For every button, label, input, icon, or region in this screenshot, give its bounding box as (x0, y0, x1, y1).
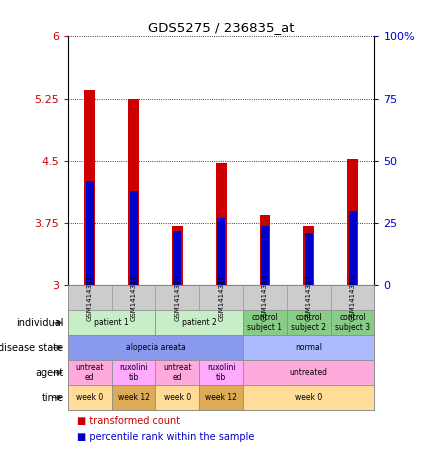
Text: disease state: disease state (0, 342, 64, 353)
Text: alopecia areata: alopecia areata (126, 343, 185, 352)
Text: week 0: week 0 (295, 393, 322, 402)
Text: GSM1414317: GSM1414317 (306, 275, 312, 321)
Text: GSM1414314: GSM1414314 (174, 275, 180, 321)
Bar (261, 226, 269, 285)
Text: GSM1414315: GSM1414315 (218, 275, 224, 321)
Bar (172, 226, 183, 285)
Bar (173, 231, 181, 285)
Bar (349, 211, 357, 285)
Bar (217, 218, 225, 285)
Text: normal: normal (295, 343, 322, 352)
Text: GSM1414312: GSM1414312 (87, 275, 93, 321)
Title: GDS5275 / 236835_at: GDS5275 / 236835_at (148, 21, 294, 34)
Text: patient 2: patient 2 (182, 318, 217, 327)
Text: untreat
ed: untreat ed (163, 363, 192, 382)
Bar (305, 233, 313, 285)
Bar (130, 191, 138, 285)
Text: week 12: week 12 (118, 393, 149, 402)
Text: control
subject 3: control subject 3 (335, 313, 370, 333)
Text: ■ percentile rank within the sample: ■ percentile rank within the sample (77, 432, 254, 442)
Text: ruxolini
tib: ruxolini tib (207, 363, 236, 382)
Text: week 0: week 0 (76, 393, 103, 402)
Text: GSM1414316: GSM1414316 (262, 275, 268, 321)
Text: week 12: week 12 (205, 393, 237, 402)
Bar (128, 99, 139, 285)
Text: control
subject 1: control subject 1 (247, 313, 283, 333)
Text: ■ transformed count: ■ transformed count (77, 416, 180, 426)
Text: untreated: untreated (290, 368, 328, 377)
Text: control
subject 2: control subject 2 (291, 313, 326, 333)
Bar (304, 226, 314, 285)
Text: GSM1414313: GSM1414313 (131, 275, 137, 321)
Text: time: time (41, 392, 64, 403)
Bar (259, 215, 271, 285)
Bar (347, 159, 358, 285)
Text: GSM1414318: GSM1414318 (350, 275, 356, 321)
Text: individual: individual (16, 318, 64, 328)
Text: patient 1: patient 1 (94, 318, 129, 327)
Text: agent: agent (35, 367, 64, 378)
Bar (216, 164, 227, 285)
Text: ruxolini
tib: ruxolini tib (119, 363, 148, 382)
Text: untreat
ed: untreat ed (75, 363, 104, 382)
Bar (86, 181, 94, 285)
Text: week 0: week 0 (164, 393, 191, 402)
Bar (84, 90, 95, 285)
